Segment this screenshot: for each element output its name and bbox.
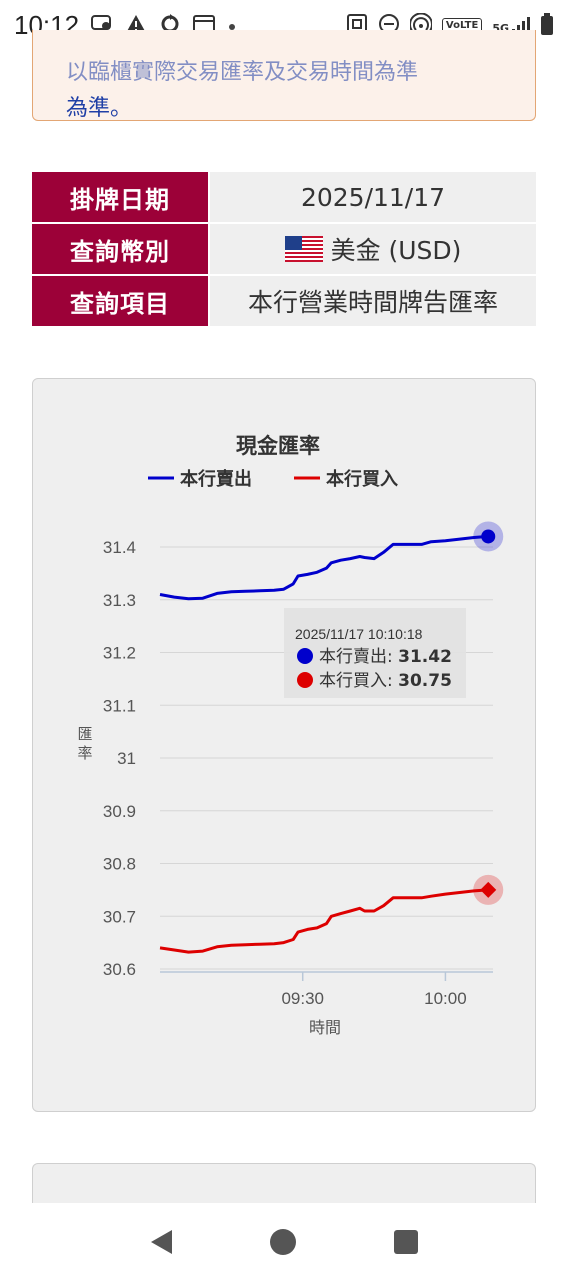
exchange-rate-chart-card: 現金匯率本行賣出 本行買入 31.4 31.3 31.2 31.1 31 30.9 30.8 30… [32, 378, 536, 1112]
legend-label-1: 本行買入 [326, 468, 398, 490]
chart-title: 現金匯率 [236, 434, 320, 458]
y-tick-label-8: 30.6 [103, 960, 136, 979]
tooltip-dot-0 [297, 648, 313, 664]
item-value: 本行營業時間牌告匯率 [210, 276, 536, 326]
nav-bar [0, 1203, 567, 1280]
tooltip-item-value-1: 30.75 [398, 671, 452, 691]
y-tick-label-7: 30.7 [103, 907, 136, 926]
tooltip-item-label-0: 本行賣出: [319, 647, 398, 667]
currency-label: 查詢幣別 [32, 224, 208, 274]
y-tick-label-3: 31.1 [103, 696, 136, 715]
warning-icon [125, 14, 147, 37]
series-point-1 [480, 881, 497, 898]
table-row-date: 掛牌日期 2025/11/17 [32, 172, 536, 222]
date-label: 掛牌日期 [32, 172, 208, 222]
y-tick-label-1: 31.3 [103, 591, 136, 610]
y-tick-label-5: 30.9 [103, 802, 136, 821]
x-tick-label-0: 09:30 [281, 989, 324, 1008]
y-tick-label-2: 31.2 [103, 644, 136, 663]
y-tick-label-6: 30.8 [103, 855, 136, 874]
tooltip-item-value-0: 31.42 [398, 647, 452, 667]
series-line-0 [159, 534, 489, 601]
tooltip-box [284, 608, 466, 698]
home-icon[interactable] [268, 1227, 298, 1257]
battery-icon [541, 12, 553, 38]
notice-line: 為準。 [66, 96, 133, 121]
currency-value-cell: 美金 (USD) [210, 224, 536, 274]
tooltip-time: 2025/11/17 10:10:18 [295, 626, 423, 642]
notice-line-partial: 以臨櫃實際交易匯率及交易時間為準 [66, 60, 419, 85]
currency-value: 美金 (USD) [330, 236, 462, 265]
hotspot-icon [408, 12, 433, 38]
y-tick-label-4: 31 [117, 749, 136, 768]
network-label: 5G [492, 22, 509, 35]
date-value: 2025/11/17 [210, 172, 536, 222]
tooltip-item-1: 本行買入: 30.75 [319, 671, 452, 691]
series-point-0 [481, 529, 496, 544]
tooltip-item-0: 本行賣出: 31.42 [319, 647, 452, 667]
y-tick-label-0: 31.4 [103, 538, 136, 557]
recents-icon[interactable] [391, 1227, 421, 1257]
x-axis-label: 時間 [309, 1018, 341, 1037]
table-row-currency: 查詢幣別 美金 (USD) [32, 224, 536, 274]
notice-box: 以臨櫃實際交易匯率及交易時間為準 為準。 [32, 30, 536, 121]
dot-icon [227, 15, 237, 35]
query-info-table: 掛牌日期 2025/11/17 查詢幣別 美金 (USD) [32, 172, 536, 328]
back-icon[interactable] [146, 1227, 176, 1257]
x-tick-label-1: 10:00 [424, 989, 467, 1008]
legend-label-0: 本行賣出 [180, 468, 252, 490]
us-flag-icon [284, 236, 323, 262]
y-axis-label-char-1: 率 [77, 744, 92, 762]
y-axis-label-char-0: 匯 [77, 725, 92, 743]
table-row-item: 查詢項目 本行營業時間牌告匯率 [32, 276, 536, 326]
item-label: 查詢項目 [32, 276, 208, 326]
series-line-1 [159, 888, 489, 954]
tooltip-item-label-1: 本行買入: [319, 671, 398, 691]
tooltip-dot-1 [297, 672, 313, 688]
